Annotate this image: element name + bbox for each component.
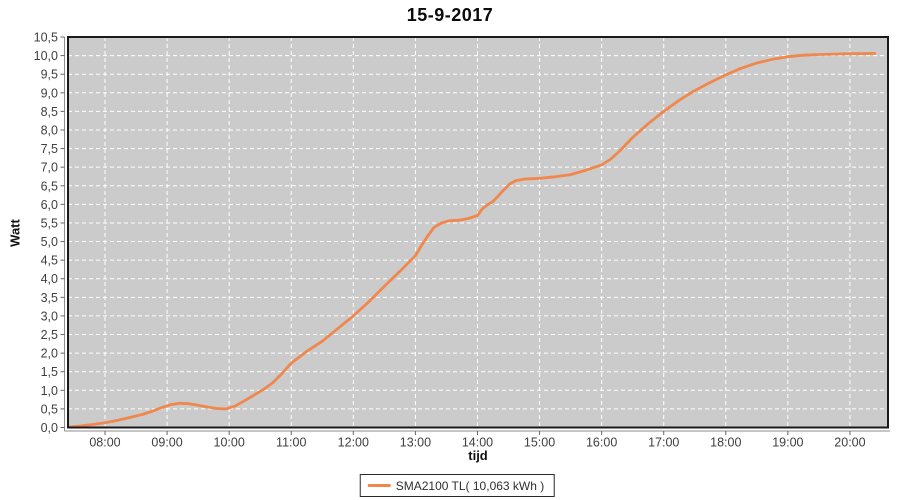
- svg-text:20:00: 20:00: [834, 436, 865, 450]
- svg-text:10,0: 10,0: [34, 49, 58, 63]
- svg-text:3,0: 3,0: [41, 309, 58, 323]
- svg-text:15:00: 15:00: [524, 436, 555, 450]
- axis-ticks: [60, 36, 851, 435]
- svg-text:0,5: 0,5: [41, 402, 58, 416]
- svg-text:18:00: 18:00: [710, 436, 741, 450]
- svg-text:1,0: 1,0: [41, 384, 58, 398]
- svg-text:3,5: 3,5: [41, 291, 58, 305]
- svg-text:0,0: 0,0: [41, 421, 58, 435]
- legend: SMA2100 TL( 10,063 kWh ): [359, 474, 555, 497]
- svg-text:11:00: 11:00: [276, 436, 306, 450]
- svg-text:6,5: 6,5: [41, 179, 58, 193]
- svg-text:7,0: 7,0: [41, 161, 58, 175]
- y-axis-title: Watt: [7, 219, 23, 247]
- svg-text:9,5: 9,5: [41, 68, 58, 82]
- gridlines: [68, 36, 888, 428]
- svg-text:16:00: 16:00: [586, 436, 617, 450]
- x-axis-title: tijd: [468, 448, 488, 463]
- svg-text:5,5: 5,5: [41, 216, 58, 230]
- svg-text:5,0: 5,0: [41, 235, 58, 249]
- svg-text:14:00: 14:00: [462, 436, 493, 450]
- svg-text:08:00: 08:00: [89, 436, 120, 450]
- svg-text:2,0: 2,0: [41, 347, 58, 361]
- svg-text:2,5: 2,5: [41, 328, 58, 342]
- svg-text:4,5: 4,5: [41, 254, 58, 268]
- svg-text:13:00: 13:00: [400, 436, 431, 450]
- svg-text:10:00: 10:00: [214, 436, 245, 450]
- svg-text:19:00: 19:00: [772, 436, 803, 450]
- svg-text:4,0: 4,0: [41, 272, 58, 286]
- series-line: [68, 52, 877, 428]
- legend-label: SMA2100 TL( 10,063 kWh ): [395, 478, 545, 493]
- svg-text:8,5: 8,5: [41, 105, 58, 119]
- legend-line-swatch: [367, 484, 391, 487]
- x-tick-labels: 08:00 09:00 10:00 11:00 12:00 13:00 14:00 15:00…: [89, 436, 865, 450]
- svg-text:12:00: 12:00: [338, 436, 369, 450]
- svg-text:7,5: 7,5: [41, 142, 58, 156]
- svg-text:1,5: 1,5: [41, 365, 58, 379]
- svg-text:9,0: 9,0: [41, 86, 58, 100]
- y-tick-labels: 0,0 0,5 1,0 1,5 2,0 2,5 3,0 3,5 4,0 4,5 5,0 5,5 6,0 6…: [34, 31, 58, 436]
- plot-background: [68, 37, 888, 428]
- svg-text:8,0: 8,0: [41, 123, 58, 137]
- svg-text:09:00: 09:00: [151, 436, 182, 450]
- plot-border: [67, 36, 889, 429]
- svg-text:6,0: 6,0: [41, 198, 58, 212]
- svg-text:10,5: 10,5: [34, 31, 58, 45]
- svg-text:17:00: 17:00: [648, 436, 679, 450]
- chart-title: 15-9-2017: [406, 5, 494, 25]
